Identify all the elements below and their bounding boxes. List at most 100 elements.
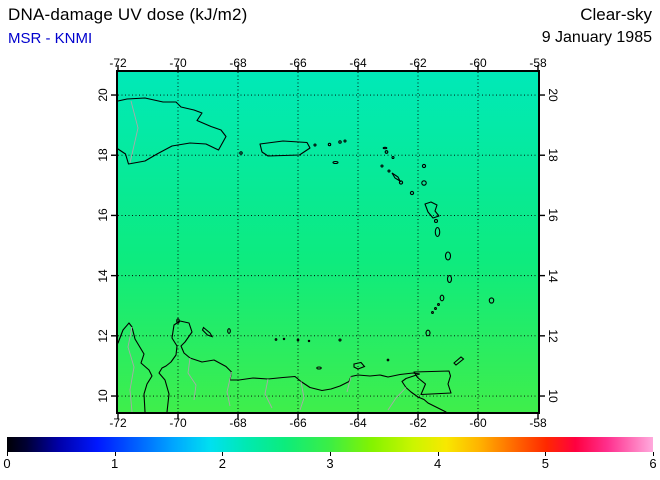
lon-tick-label-bottom: -62: [409, 416, 427, 430]
admin-borders: [127, 100, 407, 413]
border-venezuela-state-1: [187, 357, 197, 401]
lat-tick-label-right: 10: [546, 389, 560, 403]
page-title: DNA-damage UV dose (kJ/m2): [8, 5, 248, 24]
coast-st-thomas: [327, 142, 332, 147]
lat-tick-label-left: 18: [96, 148, 110, 162]
lon-tick-label-bottom: -60: [469, 416, 487, 430]
coast-st-lucia: [446, 274, 453, 284]
coast-grenada: [425, 329, 431, 337]
coast-martinique: [444, 251, 452, 261]
lon-tick-label-bottom: -72: [109, 416, 127, 430]
colorbar-tick: [114, 452, 116, 456]
sky-condition-label: Clear-sky: [580, 5, 652, 24]
border-venezuela-state-5: [346, 376, 352, 393]
grid-lines: [118, 72, 538, 412]
lon-tick-label-top: -62: [409, 56, 427, 70]
lat-tick-label-right: 20: [546, 88, 560, 102]
coast-st-barth: [391, 155, 395, 160]
lat-tick-label-left: 16: [96, 208, 110, 223]
coast-montserrat: [409, 190, 415, 196]
coast-tortola: [338, 140, 342, 144]
border-colombia-venezuela: [127, 326, 135, 413]
coast-st-vincent: [439, 294, 445, 302]
colorbar-tick: [222, 452, 224, 456]
lon-tick-label-top: -68: [229, 56, 247, 70]
uv-dose-field: [118, 72, 538, 412]
coast-anguilla: [382, 146, 388, 150]
lat-tick-label-right: 18: [546, 148, 560, 162]
map-canvas: [111, 65, 545, 419]
lon-tick-label-top: -60: [469, 56, 487, 70]
coast-grenadines-1: [437, 303, 440, 306]
colorbar-tick: [545, 452, 547, 456]
border-haiti-dominican: [129, 100, 139, 164]
colorbar-tick: [7, 452, 8, 456]
colorbar-tick-label: 0: [3, 456, 11, 471]
colorbar-tick-label: 2: [218, 456, 226, 471]
coast-saba: [380, 164, 384, 168]
coast-guajira-maracaibo: [117, 322, 153, 413]
coast-virgin-gorda: [343, 139, 347, 143]
coast-aruba: [176, 318, 180, 324]
lat-tick-label-left: 20: [96, 88, 110, 102]
coast-puerto-rico: [259, 140, 311, 157]
coast-hispaniola: [117, 97, 227, 165]
coast-guadeloupe: [424, 201, 440, 219]
coast-mona-island: [239, 151, 243, 155]
coast-curacao: [201, 326, 214, 338]
coast-marie-galante: [433, 218, 439, 224]
coast-nevis: [398, 180, 404, 185]
lat-tick-label-right: 12: [546, 329, 560, 343]
lon-tick-label-bottom: -64: [349, 416, 367, 430]
lon-tick-label-top: -58: [529, 56, 547, 70]
lon-tick-label-top: -70: [169, 56, 187, 70]
coast-antigua: [421, 180, 427, 186]
colorbar-tick-label: 1: [111, 456, 119, 471]
coast-margarita: [353, 361, 366, 370]
lon-tick-label-top: -64: [349, 56, 367, 70]
lat-tick-label-left: 10: [96, 389, 110, 403]
coast-cayo-noreste: [307, 339, 311, 343]
coast-grenadines-3: [431, 311, 434, 314]
colorbar: [7, 437, 653, 452]
lon-tick-label-bottom: -58: [529, 416, 547, 430]
lat-tick-label-right: 14: [546, 268, 560, 283]
data-source-label: MSR - KNMI: [8, 30, 93, 47]
border-orinoco-river: [387, 387, 407, 411]
lon-tick-label-bottom: -68: [229, 416, 247, 430]
coastlines: [117, 97, 495, 413]
border-venezuela-state-4: [299, 381, 305, 411]
coast-la-orchila: [296, 338, 300, 342]
coast-la-blanquilla: [338, 338, 342, 342]
colorbar-tick: [330, 452, 331, 456]
lon-tick-label-bottom: -70: [169, 416, 187, 430]
coast-st-eustatius: [387, 169, 391, 173]
coast-barbuda: [421, 163, 427, 169]
lat-tick-label-left: 14: [96, 268, 110, 283]
coast-bonaire: [227, 328, 231, 334]
coast-los-roques: [282, 337, 286, 341]
coast-grenadines-2: [434, 307, 437, 310]
map-frame: [116, 70, 540, 414]
colorbar-tick-label: 4: [434, 456, 442, 471]
lat-tick-label-right: 16: [546, 208, 560, 223]
coast-st-martin: [384, 150, 389, 154]
colorbar-tick-label: 6: [649, 456, 657, 471]
lat-tick-label-left: 12: [96, 329, 110, 343]
coast-venezuela-mainland: [158, 320, 447, 413]
coast-trinidad: [413, 370, 452, 396]
coast-las-aves: [274, 338, 278, 341]
date-label: 9 January 1985: [541, 29, 652, 46]
colorbar-tick: [653, 452, 654, 456]
border-venezuela-state-2: [226, 371, 232, 407]
colorbar-tick-label: 5: [541, 456, 549, 471]
lon-tick-label-top: -72: [109, 56, 127, 70]
colorbar-tick: [437, 452, 439, 456]
coast-st-croix: [332, 160, 339, 165]
border-venezuela-state-3: [264, 378, 273, 409]
coast-dominica: [434, 226, 441, 238]
lon-tick-label-bottom: -66: [289, 416, 307, 430]
coast-tobago: [453, 356, 465, 366]
coast-barbados: [488, 297, 495, 304]
